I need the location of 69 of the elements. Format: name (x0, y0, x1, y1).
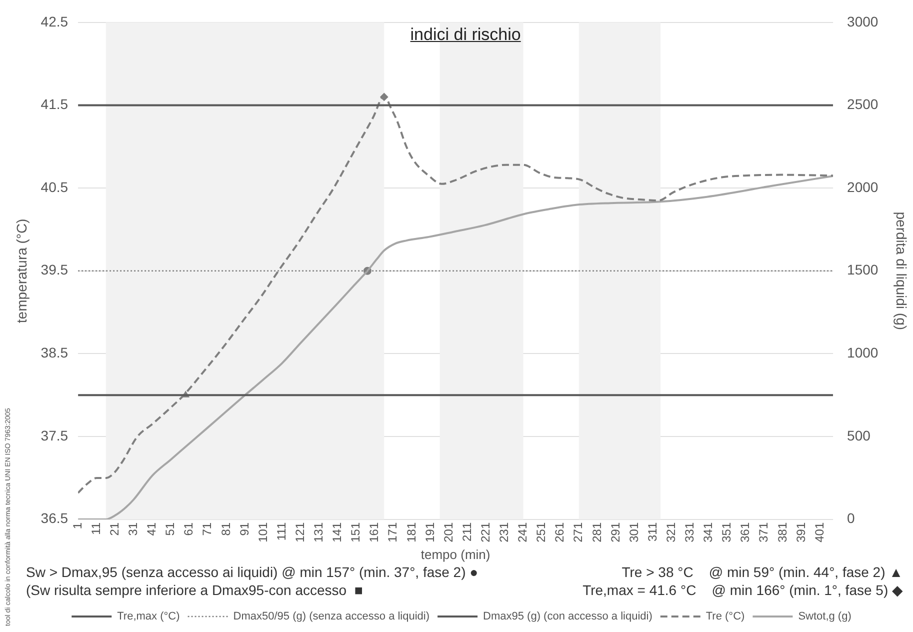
y-axis-title: temperatura (°C) (13, 218, 30, 324)
x-tick-label: 101 (256, 522, 270, 542)
text: Tre > 38 °C @ min 59° (min. 44°, fase 2) ▲ (622, 564, 903, 580)
x-tick-label: 211 (460, 522, 474, 542)
x-axis-title: tempo (min) (420, 546, 490, 562)
x-tick-label: 301 (626, 522, 641, 542)
x-tick-label: 291 (608, 522, 622, 542)
x-tick-label: 81 (218, 522, 233, 536)
x-tick-label: 161 (367, 522, 382, 542)
y2-tick-label: 2500 (847, 96, 878, 112)
legend-label: Tre (°C) (706, 610, 745, 623)
x-tick-label: 41 (144, 522, 159, 536)
x-tick-label: 391 (794, 522, 808, 542)
x-tick-label: 271 (571, 522, 586, 542)
y2-tick-label: 1500 (847, 262, 878, 278)
x-tick-label: 311 (645, 522, 660, 542)
chart-title: indici di rischio (410, 25, 521, 46)
x-tick-label: 121 (292, 522, 307, 542)
x-tick-label: 281 (590, 522, 604, 542)
x-tick-label: 241 (516, 522, 530, 542)
x-tick-label: 71 (200, 522, 214, 536)
text: Tre,max = 41.6 °C @ min 166° (min. 1°, fase 5) ◆ (582, 582, 903, 598)
legend-label: Dmax95 (g) (con accesso a liquidi) (483, 610, 652, 623)
x-tick-label: 141 (330, 522, 344, 542)
x-tick-label: 1 (70, 522, 84, 530)
x-tick-label: 61 (182, 522, 196, 536)
line-series (78, 174, 834, 520)
x-tick-label: 51 (163, 522, 178, 536)
y-tick-label: 39.5 (40, 262, 68, 278)
y2-tick-label: 2000 (847, 178, 878, 195)
x-tick-label: 31 (126, 522, 140, 536)
x-tick-label: 351 (720, 522, 734, 542)
y-tick-label: 36.5 (40, 510, 68, 526)
y-tick-label: 40.5 (40, 178, 68, 195)
y-tick-label: 37.5 (40, 427, 68, 444)
x-tick-label: 331 (682, 522, 697, 542)
x-tick-label: 21 (107, 522, 122, 536)
x-tick-label: 381 (775, 522, 790, 542)
x-tick-label: 251 (534, 522, 548, 542)
text: Sw > Dmax,95 (senza accesso ai liquidi) @ min 157° (min. 37°, fase 2) ● (26, 564, 478, 580)
y2-tick-label: 0 (847, 510, 856, 526)
x-tick-label: 181 (404, 522, 418, 542)
x-tick-label: 151 (348, 522, 363, 542)
x-tick-label: 131 (312, 522, 326, 542)
legend-label: Dmax50/95 (g) (senza accesso a liquidi) (233, 610, 430, 623)
y-tick-label: 41.5 (40, 96, 68, 112)
x-tick-label: 401 (812, 522, 826, 542)
x-tick-label: 361 (738, 522, 752, 542)
legend-label: Tre,max (°C) (117, 610, 180, 623)
text: (Sw risulta sempre inferiore a Dmax95-con accesso ■ (26, 582, 363, 598)
y2-axis-title: perdita di liquidi (g) (894, 212, 910, 330)
x-tick-label: 171 (386, 522, 400, 542)
x-tick-label: 261 (552, 522, 567, 542)
x-tick-label: 321 (664, 522, 678, 542)
y-tick-label: 42.5 (40, 13, 68, 30)
x-tick-label: 91 (237, 522, 252, 536)
x-tick-label: 371 (756, 522, 771, 542)
x-tick-label: 341 (701, 522, 716, 542)
x-tick-label: 191 (422, 522, 437, 542)
x-tick-label: 201 (441, 522, 456, 542)
y2-tick-label: 1000 (847, 344, 878, 361)
x-tick-label: 111 (274, 522, 288, 541)
x-tick-label: 11 (88, 522, 103, 535)
y2-tick-label: 3000 (847, 13, 878, 30)
x-tick-label: 231 (497, 522, 512, 542)
y-tick-label: 38.5 (40, 344, 68, 361)
x-tick-label: 221 (478, 522, 492, 542)
y2-tick-label: 500 (847, 427, 871, 444)
legend-label: Swtot,g (g) (798, 610, 852, 623)
